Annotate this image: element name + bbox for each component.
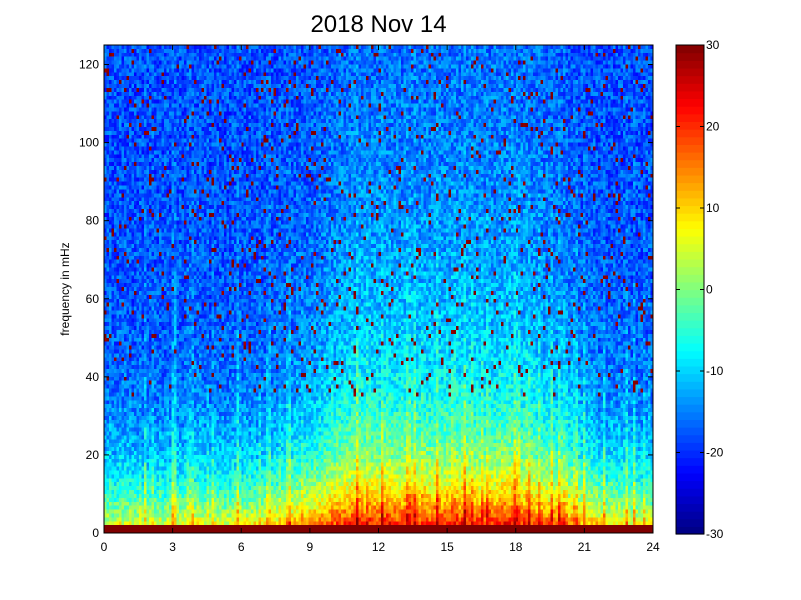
colorbar-swatch: [676, 503, 704, 512]
colorbar-swatch: [676, 320, 704, 329]
y-tick-label: 120: [79, 58, 99, 72]
colorbar-swatch: [676, 197, 704, 207]
colorbar-tick-label: 30: [706, 38, 720, 52]
y-tick-label: 60: [86, 292, 100, 306]
colorbar-swatch: [676, 75, 704, 84]
colorbar-swatch: [676, 335, 704, 344]
colorbar-swatch: [676, 113, 704, 123]
colorbar-swatch: [676, 327, 704, 336]
colorbar-swatch: [676, 136, 704, 145]
colorbar-tick-label: -30: [706, 527, 724, 541]
colorbar-swatch: [676, 358, 704, 367]
colorbar-swatch: [676, 45, 704, 54]
colorbar-swatch: [676, 419, 704, 428]
y-tick-label: 40: [86, 370, 100, 384]
colorbar-swatch: [676, 457, 704, 466]
x-tick-label: 15: [440, 540, 454, 554]
y-axis: 0 20 40 60 80 100 120: [79, 58, 653, 540]
colorbar-swatch: [676, 52, 704, 61]
x-tick-label: 24: [646, 540, 660, 554]
x-tick-label: 12: [372, 540, 386, 554]
colorbar-swatch: [676, 159, 704, 168]
colorbar-swatch: [676, 243, 704, 252]
colorbar-swatch: [676, 518, 704, 527]
colorbar-swatch: [676, 60, 704, 69]
colorbar-swatch: [676, 220, 704, 229]
colorbar-swatch: [676, 404, 704, 413]
colorbar-swatch: [676, 174, 704, 184]
x-axis: 0 3 6 9 12 15 18 21 24: [101, 45, 660, 554]
colorbar-swatch: [676, 151, 704, 161]
colorbar-swatch: [676, 480, 704, 489]
y-tick-label: 100: [79, 136, 99, 150]
y-tick-label: 20: [86, 448, 100, 462]
colorbar-swatch: [676, 98, 704, 107]
x-tick-label: 21: [578, 540, 592, 554]
colorbar-tick-label: 10: [706, 201, 720, 215]
x-tick-label: 0: [101, 540, 108, 554]
x-tick-label: 18: [509, 540, 523, 554]
colorbar-swatch: [676, 106, 704, 115]
colorbar-swatch: [676, 281, 704, 291]
colorbar: [676, 45, 704, 535]
colorbar-swatch: [676, 236, 704, 245]
colorbar-swatch: [676, 365, 704, 375]
colorbar-tick-label: -10: [706, 364, 724, 378]
colorbar-swatch: [676, 465, 704, 474]
colorbar-swatch: [676, 472, 704, 482]
colorbar-axis: 30 20 10 0 -10 -20 -30: [676, 38, 724, 541]
colorbar-swatch: [676, 304, 704, 314]
colorbar-swatch: [676, 182, 704, 191]
colorbar-swatch: [676, 495, 704, 505]
x-tick-label: 6: [238, 540, 245, 554]
colorbar-swatch: [676, 297, 704, 306]
y-tick-label: 0: [92, 526, 99, 540]
x-tick-label: 3: [169, 540, 176, 554]
spectrogram-cells: [104, 45, 653, 533]
colorbar-swatch: [676, 312, 704, 321]
y-axis-label: frequency in mHz: [58, 242, 72, 335]
colorbar-swatch: [676, 228, 704, 237]
colorbar-swatch: [676, 350, 704, 359]
x-tick-label: 9: [307, 540, 314, 554]
colorbar-swatch: [676, 205, 704, 214]
colorbar-swatch: [676, 442, 704, 451]
colorbar-swatch: [676, 488, 704, 497]
colorbar-swatch: [676, 396, 704, 405]
colorbar-swatch: [676, 251, 704, 260]
colorbar-swatch: [676, 381, 704, 390]
colorbar-swatch: [676, 67, 704, 77]
colorbar-swatch: [676, 266, 704, 275]
spectrogram-heatmap: [104, 45, 653, 533]
colorbar-swatch: [676, 274, 704, 283]
colorbar-swatch: [676, 434, 704, 443]
colorbar-swatch: [676, 289, 704, 298]
colorbar-swatch: [676, 167, 704, 176]
colorbar-swatch: [676, 373, 704, 382]
y-tick-label: 80: [86, 214, 100, 228]
chart-title: 2018 Nov 14: [310, 11, 446, 38]
colorbar-swatch: [676, 449, 704, 459]
colorbar-swatch: [676, 83, 704, 92]
colorbar-swatch: [676, 129, 704, 138]
colorbar-swatch: [676, 526, 704, 535]
colorbar-tick-label: -20: [706, 446, 724, 460]
colorbar-swatch: [676, 90, 704, 100]
colorbar-tick-label: 0: [706, 283, 713, 297]
colorbar-swatch: [676, 342, 704, 352]
colorbar-tick-label: 20: [706, 120, 720, 134]
colorbar-swatch: [676, 213, 704, 222]
colorbar-swatch: [676, 511, 704, 520]
colorbar-swatch: [676, 427, 704, 436]
colorbar-swatch: [676, 258, 704, 268]
colorbar-swatch: [676, 388, 704, 398]
colorbar-swatch: [676, 190, 704, 199]
colorbar-swatch: [676, 144, 704, 153]
colorbar-swatch: [676, 121, 704, 130]
colorbar-swatch: [676, 411, 704, 420]
